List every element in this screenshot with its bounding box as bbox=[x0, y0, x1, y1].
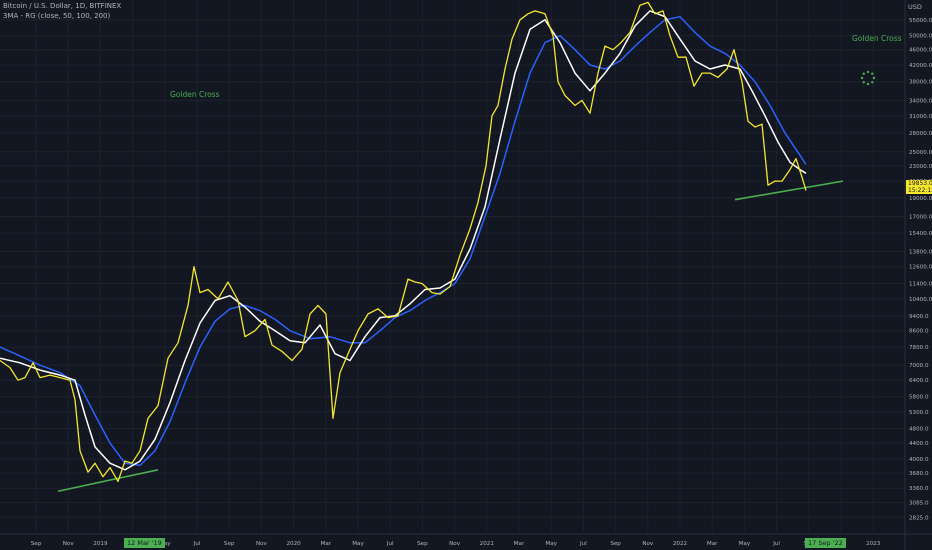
x-tick-label: Mar bbox=[321, 541, 332, 547]
y-tick-label: 2825.0 bbox=[909, 515, 929, 521]
y-tick-label: 7800.0 bbox=[909, 345, 929, 351]
price-axis[interactable]: 2825.0 3085.0 3360.0 3680.0 4000.0 4400.0 4800… bbox=[909, 18, 932, 522]
y-tick-label: 4800.0 bbox=[909, 426, 929, 432]
x-tick-label: Sep bbox=[31, 541, 42, 547]
y-tick-label: 7000.0 bbox=[909, 363, 929, 369]
x-tick-label: May bbox=[159, 541, 171, 547]
spinner-dot bbox=[871, 81, 874, 84]
x-tick-label: Jul bbox=[579, 541, 587, 547]
golden-cross-label: Golden Cross bbox=[170, 90, 220, 99]
support-trendline bbox=[57, 469, 159, 493]
y-tick-label: 25000.0 bbox=[909, 150, 932, 156]
x-tick-label: 2019 bbox=[93, 541, 108, 547]
x-tick-label: May bbox=[352, 541, 364, 547]
x-tick-label: 2023 bbox=[866, 541, 881, 547]
y-tick-label: 34000.0 bbox=[909, 98, 932, 104]
ma-long-line bbox=[0, 15, 807, 467]
price-line bbox=[0, 1, 807, 483]
y-tick-label: 8600.0 bbox=[909, 329, 929, 335]
x-tick-label: 2021 bbox=[480, 541, 495, 547]
y-tick-label: 55000.0 bbox=[909, 18, 932, 24]
x-tick-label: May bbox=[739, 541, 751, 547]
current-date-tag: 17 Sep '22 bbox=[805, 538, 846, 548]
x-tick-label: Nov bbox=[449, 541, 461, 547]
y-tick-label: 6400.0 bbox=[909, 378, 929, 384]
y-tick-label: 15400.0 bbox=[909, 231, 932, 237]
x-tick-label: Mar bbox=[514, 541, 525, 547]
x-tick-label: Mar bbox=[707, 541, 718, 547]
y-tick-label: 19000.0 bbox=[909, 196, 932, 202]
y-tick-label: 11400.0 bbox=[909, 281, 932, 287]
spinner-dot bbox=[860, 76, 864, 80]
currency-label: USD bbox=[908, 3, 922, 11]
loading-spinner-icon bbox=[860, 70, 876, 86]
y-tick-label: 4000.0 bbox=[909, 457, 929, 463]
x-tick-label: Jul bbox=[386, 541, 394, 547]
crosshair-date-tag: 12 Mar '19 bbox=[124, 538, 165, 548]
x-tick-label: 2020 bbox=[286, 541, 301, 547]
y-tick-label: 42000.0 bbox=[909, 63, 932, 69]
x-tick-label: Sep bbox=[610, 541, 621, 547]
y-tick-label: 46000.0 bbox=[909, 48, 932, 54]
y-tick-label: 28000.0 bbox=[909, 131, 932, 137]
spinner-dot bbox=[871, 72, 874, 75]
x-tick-label: 2022 bbox=[673, 541, 687, 547]
y-tick-label: 9400.0 bbox=[909, 314, 929, 320]
spinner-dot bbox=[866, 82, 870, 86]
spinner-dot bbox=[866, 70, 870, 74]
time-axis[interactable]: Sep Nov 2019 Mar May Jul Sep Nov 2020 Mar May Jul Se… bbox=[31, 541, 881, 547]
y-tick-label: 3360.0 bbox=[909, 486, 929, 492]
x-tick-label: Nov bbox=[642, 541, 654, 547]
spinner-dot bbox=[862, 81, 865, 84]
indicator-legend[interactable]: 3MA - RG (close, 50, 100, 200) bbox=[3, 12, 111, 20]
y-tick-label: 3680.0 bbox=[909, 471, 929, 477]
y-tick-label: 13800.0 bbox=[909, 249, 932, 255]
y-tick-label: 23000.0 bbox=[909, 164, 932, 170]
x-tick-label: May bbox=[545, 541, 557, 547]
y-tick-label: 5800.0 bbox=[909, 395, 929, 401]
price-series bbox=[0, 1, 807, 483]
x-tick-label: Sep bbox=[224, 541, 235, 547]
ma-short-line bbox=[0, 10, 807, 471]
y-tick-label: 10400.0 bbox=[909, 297, 932, 303]
y-tick-label: 5300.0 bbox=[909, 410, 929, 416]
spinner-dot bbox=[872, 76, 876, 80]
y-tick-label: 4400.0 bbox=[909, 441, 929, 447]
x-tick-label: Sep bbox=[417, 541, 428, 547]
y-tick-label: 17000.0 bbox=[909, 215, 932, 221]
x-tick-label: Nov bbox=[256, 541, 268, 547]
support-trendline bbox=[734, 180, 844, 201]
bar-countdown-tag: 15:22:13 bbox=[906, 187, 932, 194]
x-tick-label: Nov bbox=[63, 541, 75, 547]
last-price-tag: 19853.0 bbox=[906, 180, 932, 187]
y-tick-label: 50000.0 bbox=[909, 34, 932, 40]
golden-cross-label: Golden Cross bbox=[852, 34, 902, 43]
x-tick-label: Jul bbox=[772, 541, 780, 547]
y-tick-label: 31000.0 bbox=[909, 114, 932, 120]
y-tick-label: 3085.0 bbox=[909, 501, 929, 507]
x-tick-label: Jul bbox=[193, 541, 201, 547]
y-tick-label: 38000.0 bbox=[909, 80, 932, 86]
spinner-dot bbox=[862, 72, 865, 75]
y-tick-label: 12600.0 bbox=[909, 265, 932, 271]
trendlines bbox=[57, 180, 844, 493]
symbol-title[interactable]: Bitcoin / U.S. Dollar, 1D, BITFINEX bbox=[3, 2, 122, 10]
